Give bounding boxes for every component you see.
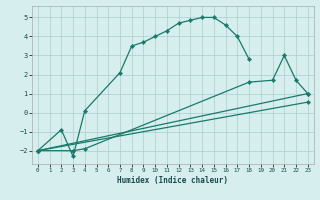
X-axis label: Humidex (Indice chaleur): Humidex (Indice chaleur)	[117, 176, 228, 185]
